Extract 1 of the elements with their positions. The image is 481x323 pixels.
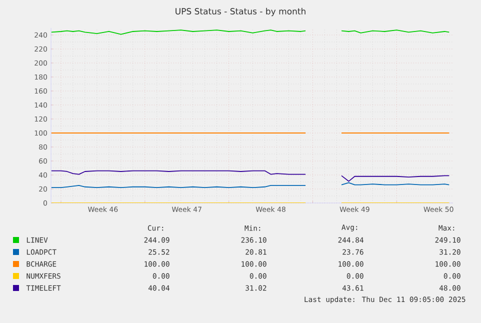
chart-title: UPS Status - Status - by month — [176, 8, 306, 16]
